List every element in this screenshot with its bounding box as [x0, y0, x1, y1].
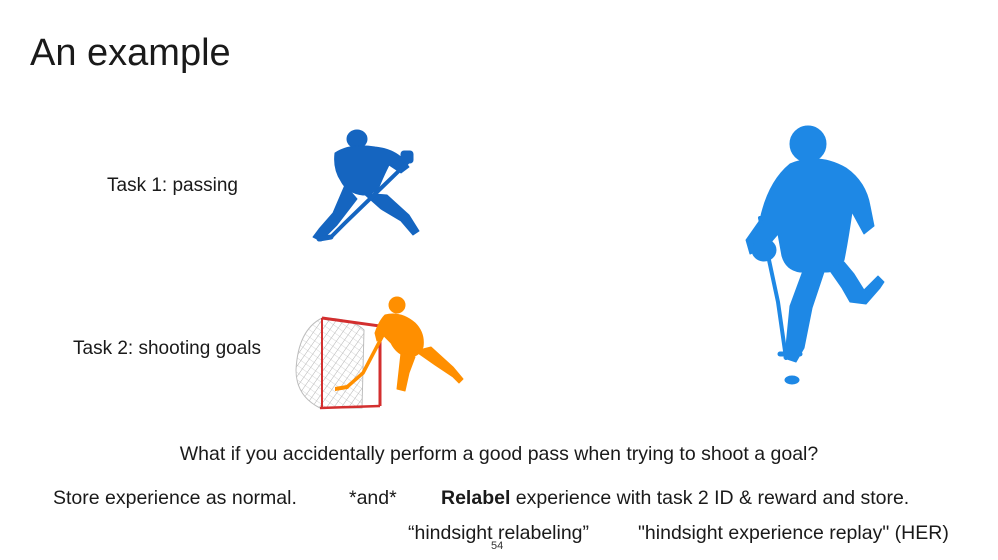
task2-label: Task 2: shooting goals — [73, 338, 262, 359]
page-number: 54 — [491, 540, 504, 552]
hindsight-relabeling-text: “hindsight relabeling” — [408, 522, 590, 544]
relabel-bold: Relabel — [441, 487, 511, 509]
question-text: What if you accidentally perform a good … — [179, 443, 819, 465]
hockey-player-shooting-icon — [335, 296, 464, 392]
relabel-text: Relabel experience with task 2 ID & rewa… — [441, 487, 909, 510]
slide-title: An example — [30, 32, 231, 74]
hockey-player-large-silhouette-icon — [745, 125, 885, 385]
relabel-rest: experience with task 2 ID & reward and s… — [510, 487, 910, 509]
hockey-player-silhouette-icon — [312, 129, 420, 242]
her-text: "hindsight experience replay" (HER) — [638, 522, 949, 544]
store-normal-text: Store experience as normal. — [53, 487, 297, 509]
and-marker-text: *and* — [349, 487, 397, 509]
task1-label: Task 1: passing — [107, 175, 238, 196]
